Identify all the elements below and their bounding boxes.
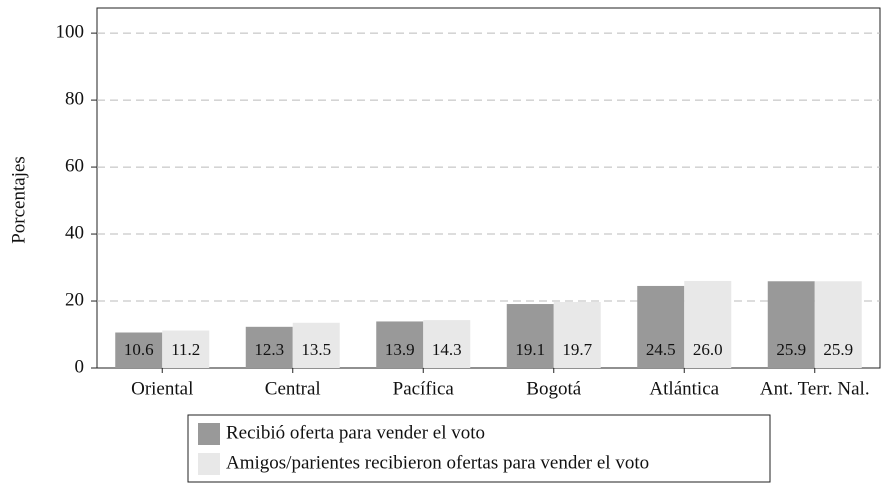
data-label: 24.5 [646, 340, 676, 359]
bar [506, 304, 554, 368]
legend-box [187, 414, 771, 483]
plot-frame [96, 7, 881, 369]
data-label: 12.3 [254, 340, 284, 359]
y-tick-label: 20 [65, 289, 84, 310]
legend-label: Amigos/parientes recibieron ofertas para… [226, 452, 649, 473]
bar [245, 326, 293, 368]
data-label: 10.6 [124, 340, 154, 359]
data-label: 19.1 [515, 340, 545, 359]
x-tick-label: Atlántica [649, 378, 719, 399]
y-tick-label: 40 [65, 222, 84, 243]
x-tick-label: Central [265, 378, 321, 399]
data-label: 14.3 [432, 340, 462, 359]
data-label: 26.0 [693, 340, 723, 359]
x-tick-label: Pacífica [393, 378, 455, 399]
legend-swatch [198, 453, 220, 475]
data-label: 13.5 [301, 340, 331, 359]
legend-label: Recibió oferta para vender el voto [226, 422, 485, 443]
legend-swatch [198, 423, 220, 445]
data-label: 25.9 [776, 340, 806, 359]
bar [423, 320, 471, 368]
bar [767, 281, 815, 368]
y-tick-label: 100 [56, 21, 85, 42]
bar [684, 280, 732, 368]
y-tick-label: 80 [65, 88, 84, 109]
bar [292, 322, 340, 368]
data-label: 11.2 [171, 340, 200, 359]
y-tick-label: 60 [65, 155, 84, 176]
bar [115, 332, 163, 368]
y-axis-label: Porcentajes [8, 156, 29, 244]
bar [553, 302, 601, 368]
x-tick-label: Ant. Terr. Nal. [760, 378, 870, 399]
y-tick-label: 0 [75, 356, 85, 377]
bar [376, 321, 424, 368]
bar [637, 285, 685, 368]
x-tick-label: Bogotá [526, 378, 581, 399]
x-tick-label: Oriental [131, 378, 193, 399]
bar [162, 330, 210, 368]
data-label: 25.9 [823, 340, 853, 359]
data-label: 13.9 [385, 340, 415, 359]
bar [814, 281, 862, 368]
data-label: 19.7 [562, 340, 592, 359]
